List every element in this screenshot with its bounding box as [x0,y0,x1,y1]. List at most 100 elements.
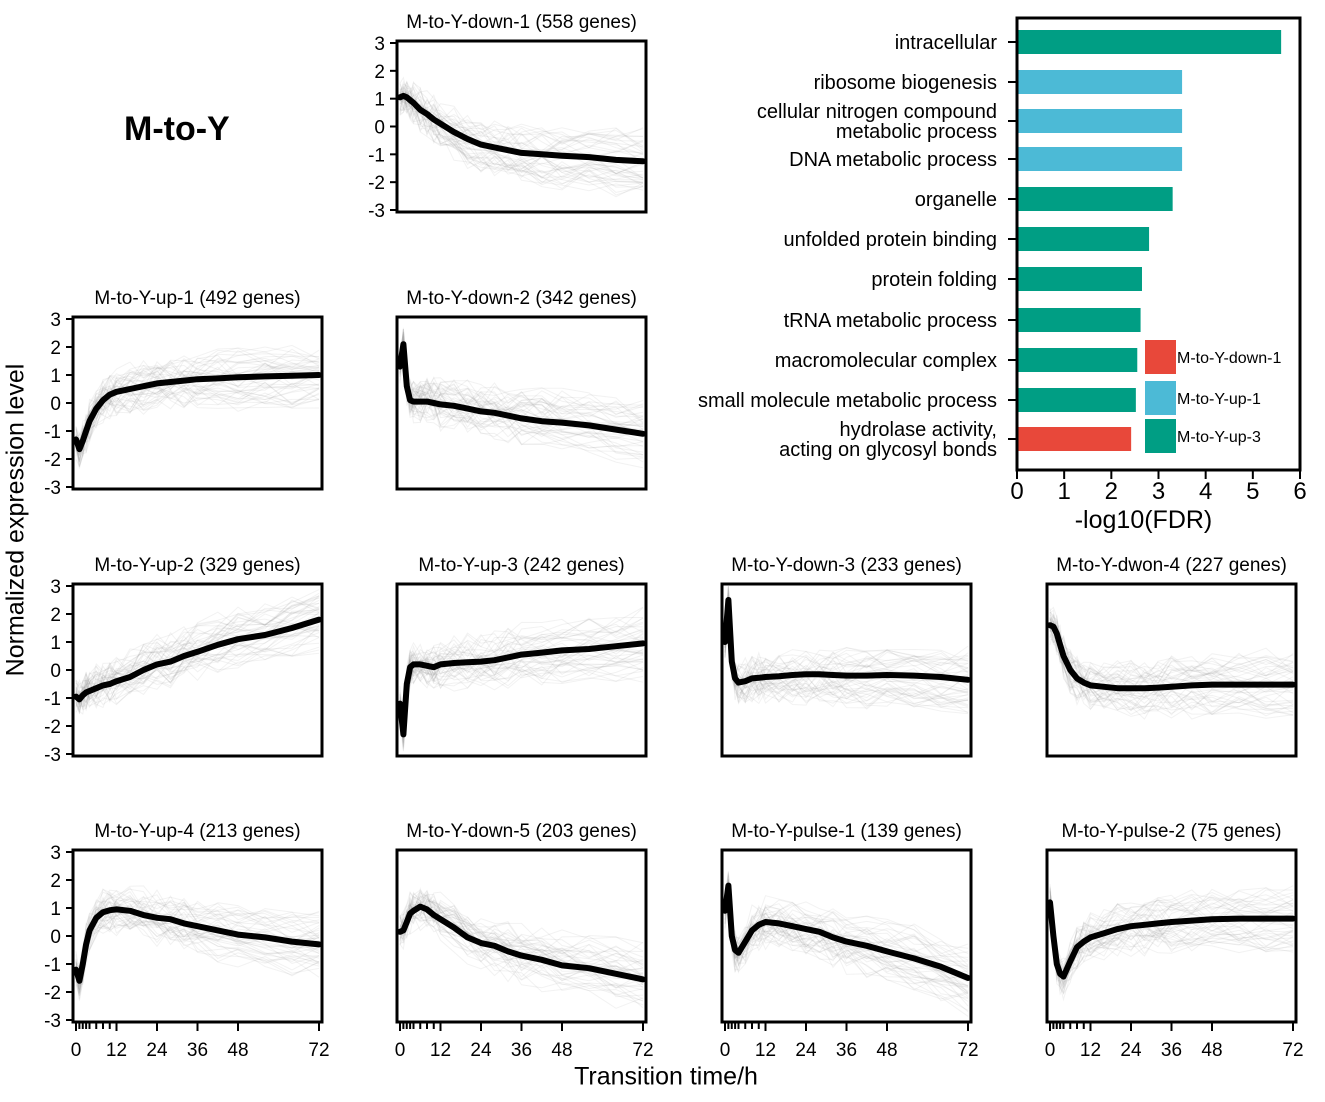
gene-trace [399,893,644,985]
gene-trace [724,897,969,1000]
gene-trace [1049,631,1294,715]
gene-trace [724,898,969,1007]
gene-trace [399,103,644,188]
gene-trace [399,329,644,409]
y-tick-label: 2 [374,62,385,83]
gene-trace [724,593,969,708]
gene-trace [724,889,969,955]
gene-trace [75,597,320,700]
panel-title: M-to-Y-down-1 (558 genes) [406,12,637,33]
y-tick-label: -2 [44,450,61,471]
gene-trace [724,597,969,707]
gene-trace [399,86,644,155]
panel-6: M-to-Y-down-3 (233 genes) [720,555,973,758]
gene-trace [399,902,644,977]
gene-trace [75,382,320,461]
gene-trace [399,891,644,962]
category-label: acting on glycosyl bonds [779,439,997,461]
gene-trace [399,890,644,955]
panel-2: M-to-Y-up-1 (492 genes) 3 2 1 0 -1 -2 -3 [44,288,324,499]
x-tick-label: 48 [227,1040,248,1061]
x-tick-label: 72 [308,1040,329,1061]
enrichment-bar [1017,348,1138,372]
mean-expression-line [397,903,646,983]
gene-trace [1049,906,1294,992]
legend-swatch [1145,381,1176,415]
x-tick-label: 6 [1293,478,1306,505]
category-label: protein folding [871,269,997,291]
gene-trace [724,597,969,685]
panel-frame [71,582,324,758]
gene-trace [399,897,644,974]
gene-trace [724,605,969,703]
panel-7: M-to-Y-dwon-4 (227 genes) [1045,555,1298,758]
panel-frame [395,315,648,491]
x-tick-label: 0 [1010,478,1023,505]
gene-trace [75,609,320,702]
panel-8: M-to-Y-up-4 (213 genes) 3 2 1 0 -1 -2 -3 0 12 24 36… [44,821,329,1061]
gene-trace [724,619,969,714]
panel-11: M-to-Y-pulse-2 (75 genes) 0 12 24 36 48 72 [1045,821,1304,1061]
y-tick-label: -1 [368,145,385,166]
category-label: organelle [915,189,997,211]
gene-trace [724,590,969,674]
panel-frame [720,582,973,758]
gene-trace [399,893,644,966]
gene-trace [75,627,320,708]
panel-title: M-to-Y-up-4 (213 genes) [94,821,300,842]
x-tick-label: 1 [1057,478,1070,505]
y-tick-label: 2 [50,605,61,626]
y-tick-label: 3 [374,34,385,55]
x-tick-label: 72 [957,1040,978,1061]
y-tick-label: 3 [50,310,61,331]
enrichment-bar [1017,147,1183,171]
x-tick-label: 36 [187,1040,208,1061]
gene-trace [724,891,969,999]
gene-trace [399,889,644,958]
y-tick-label: 1 [50,366,61,387]
enrichment-bar [1017,227,1150,251]
gene-trace [399,914,644,1002]
gene-trace [75,625,320,712]
gene-trace [1049,911,1294,992]
gene-trace [399,660,644,738]
gene-trace [399,105,644,193]
gene-traces [75,885,320,1001]
gene-trace [724,597,969,704]
x-tick-label: 24 [795,1040,817,1061]
gene-trace [75,349,320,450]
gene-trace [1049,618,1294,709]
enrichment-bar [1017,308,1141,332]
gene-trace [75,606,320,709]
x-tick-label: 12 [1080,1040,1101,1061]
x-tick-label: 0 [720,1040,731,1061]
gene-trace [399,89,644,154]
gene-trace [724,604,969,713]
gene-trace [399,82,644,147]
mean-expression-line [1047,899,1296,980]
category-label: metabolic process [836,121,997,143]
gene-trace [1049,622,1294,713]
mean-expression-line [1047,622,1296,692]
x-tick-label: 72 [632,1040,653,1061]
gene-trace [75,357,320,457]
gene-trace [724,608,969,702]
gene-trace [399,335,644,418]
legend-swatch [1145,340,1176,374]
y-tick-label: -1 [44,955,61,976]
gene-trace [399,621,644,738]
gene-trace [399,617,644,737]
gene-traces [399,606,644,752]
x-tick-label: 24 [470,1040,492,1061]
panel-4: M-to-Y-up-2 (329 genes) 3 2 1 0 -1 -2 -3 [44,555,324,766]
gene-trace [1049,889,1293,977]
gene-trace [75,350,320,448]
gene-trace [724,896,969,992]
gene-trace [75,382,319,452]
legend-label: M-to-Y-down-1 [1177,350,1281,367]
gene-trace [75,595,320,698]
y-tick-label: 0 [50,661,61,682]
gene-trace [399,606,644,720]
gene-trace [399,655,644,738]
gene-trace [724,601,969,678]
